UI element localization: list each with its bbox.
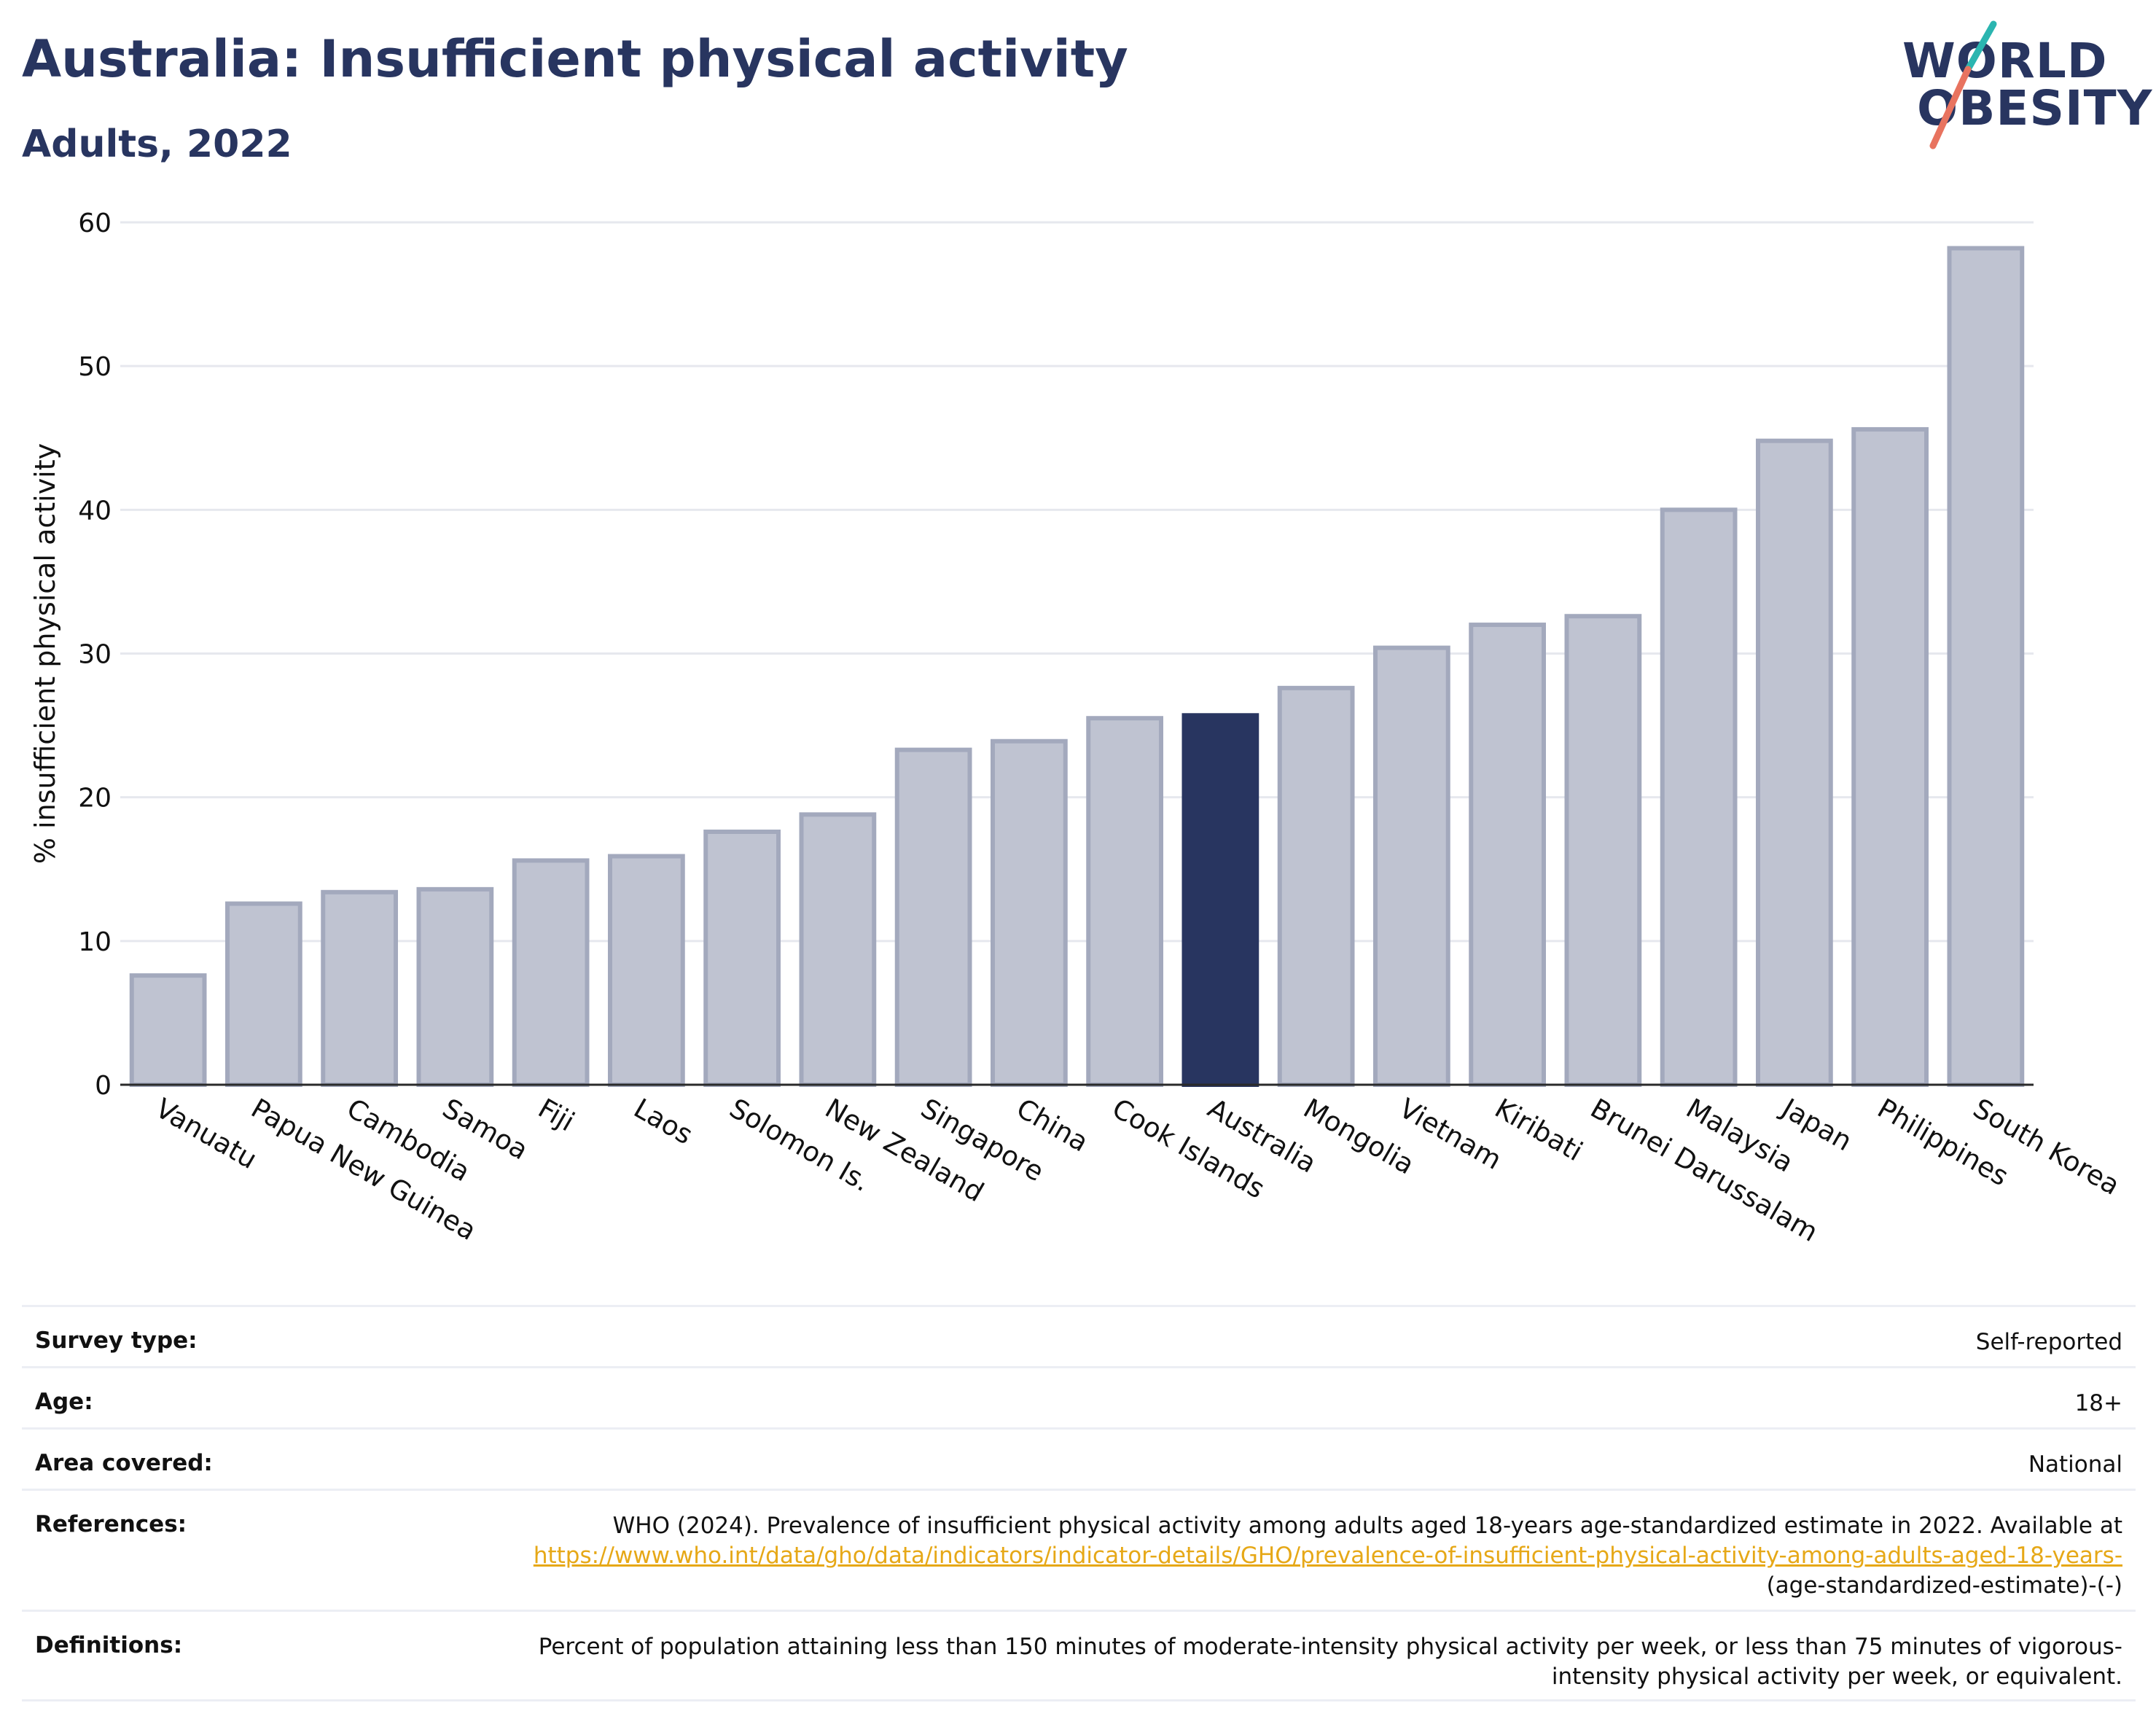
- y-tick-label: 0: [95, 1071, 112, 1101]
- page-subtitle: Adults, 2022: [22, 122, 292, 166]
- logo-slash-icon: [1929, 20, 1997, 149]
- references-value: WHO (2024). Prevalence of insufficient p…: [22, 1491, 2136, 1601]
- bar-australia: [1181, 713, 1259, 1087]
- references-label: References:: [35, 1511, 187, 1537]
- bar-laos: [608, 854, 685, 1087]
- bar-malaysia: [1660, 507, 1738, 1087]
- bar-fiji: [512, 858, 590, 1088]
- references-suffix: (age-standardized-estimate)-(-): [1766, 1572, 2122, 1599]
- y-tick-label: 60: [78, 208, 112, 238]
- table-row-references: References: WHO (2024). Prevalence of in…: [22, 1489, 2136, 1610]
- bar-brunei-darussalam: [1564, 614, 1642, 1087]
- bar-vietnam: [1373, 645, 1450, 1087]
- x-tick-label: Vanuatu: [150, 1093, 262, 1176]
- table-row-age: Age: 18+: [22, 1366, 2136, 1427]
- bar-cook-islands: [1086, 716, 1163, 1087]
- references-link[interactable]: https://www.who.int/data/gho/data/indica…: [533, 1543, 2122, 1569]
- definitions-label: Definitions:: [35, 1632, 183, 1658]
- page-title: Australia: Insufficient physical activit…: [22, 29, 1128, 89]
- table-row-definitions: Definitions: Percent of population attai…: [22, 1610, 2136, 1701]
- references-text: WHO (2024). Prevalence of insufficient p…: [612, 1513, 2122, 1539]
- bar-new-zealand: [799, 812, 877, 1087]
- definitions-value: Percent of population attaining less tha…: [538, 1634, 2122, 1690]
- table-row-area: Area covered: National: [22, 1427, 2136, 1489]
- survey-type-value: Self-reported: [1975, 1329, 2122, 1355]
- y-tick-label: 20: [78, 784, 112, 814]
- bar-samoa: [416, 886, 494, 1088]
- table-row-survey-type: Survey type: Self-reported: [22, 1305, 2136, 1366]
- x-tick-label: Fiji: [533, 1093, 579, 1138]
- bar-philippines: [1851, 426, 1929, 1087]
- survey-type-label: Survey type:: [35, 1327, 198, 1354]
- bar-papua-new-guinea: [225, 901, 302, 1087]
- bar-solomon-is: [703, 829, 781, 1088]
- world-obesity-logo: WORLD OBESITY: [1902, 18, 2152, 157]
- x-tick-label: New Zealand: [820, 1093, 989, 1209]
- y-tick-label: 50: [78, 352, 112, 382]
- metadata-table: Survey type: Self-reported Age: 18+ Area…: [22, 1305, 2136, 1701]
- y-tick-label: 40: [78, 496, 112, 526]
- area-covered-label: Area covered:: [35, 1450, 213, 1476]
- x-tick-label: Laos: [628, 1093, 698, 1151]
- bar-mongolia: [1277, 685, 1355, 1087]
- bar-cambodia: [321, 889, 398, 1087]
- y-axis-label: % insufficient physical activity: [29, 443, 61, 864]
- y-tick-label: 10: [78, 927, 112, 957]
- x-tick-label: Kiribati: [1490, 1093, 1588, 1168]
- area-covered-value: National: [2028, 1451, 2122, 1478]
- chart-bars: [129, 246, 2025, 1088]
- age-value: 18+: [2074, 1390, 2122, 1416]
- bar-japan: [1756, 438, 1833, 1087]
- bar-south-korea: [1947, 246, 2025, 1087]
- y-tick-labels: 0 10 20 30 40 50 60: [78, 208, 112, 1101]
- logo-word-world: WORLD: [1902, 33, 2108, 89]
- bar-kiribati: [1469, 623, 1546, 1087]
- bar-vanuatu: [129, 973, 207, 1087]
- age-label: Age:: [35, 1389, 93, 1415]
- bar-china: [991, 738, 1068, 1087]
- chart-gridlines: [120, 221, 2034, 943]
- bar-singapore: [894, 747, 972, 1088]
- y-tick-label: 30: [78, 640, 112, 670]
